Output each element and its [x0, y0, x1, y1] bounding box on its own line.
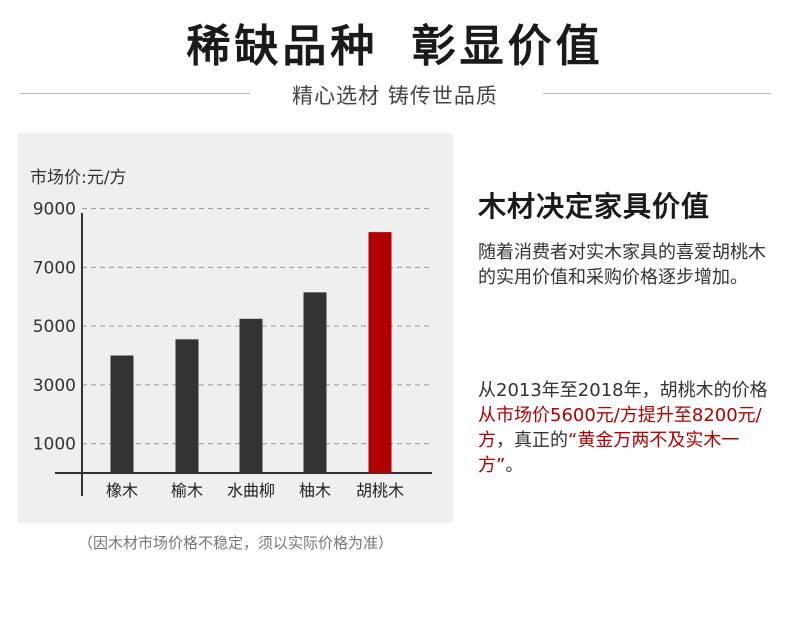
subtitle-divider-right: [543, 93, 771, 94]
sub-title: 精心选材 铸传世品质: [292, 84, 498, 108]
subtitle-divider-left: [20, 93, 250, 94]
bar: [110, 355, 134, 473]
para2-quote-highlight: “黄金万两不及实木一方”: [478, 430, 740, 476]
x-category-label: 胡桃木: [356, 481, 404, 500]
main-title: 稀缺品种 彰显价值: [186, 21, 604, 72]
chart-unit-label: 市场价:元/方: [30, 168, 127, 188]
y-tick-label: 9000: [33, 200, 76, 220]
x-category-label: 榆木: [171, 481, 203, 500]
y-tick-label: 5000: [33, 317, 76, 337]
y-tick-label: 7000: [33, 258, 76, 278]
x-category-label: 柚木: [299, 481, 331, 500]
bar: [303, 292, 327, 473]
side-paragraph-2: 从2013年至2018年，胡桃木的价格从市场价5600元/方提升至8200元/方…: [478, 378, 778, 478]
side-paragraph-1: 随着消费者对实木家具的喜爱胡桃木的实用价值和采购价格逐步增加。: [478, 242, 766, 288]
x-category-label: 橡木: [106, 481, 138, 500]
bar: [368, 232, 392, 473]
y-tick-label: 3000: [33, 376, 76, 396]
para2-text-a: 从2013年至2018年，胡桃木的价格: [478, 380, 768, 401]
side-heading: 木材决定家具价值: [478, 190, 711, 223]
bar: [175, 339, 199, 473]
para2-text-c: ，真正的: [496, 430, 568, 451]
para2-price-highlight: 从市场价5600元/方提升至8200元/方: [478, 405, 762, 451]
price-note: （因木材市场价格不稳定，须以实际价格为准）: [77, 534, 393, 552]
bar: [239, 318, 263, 473]
para2-text-e: 。: [505, 455, 524, 476]
y-tick-label: 1000: [33, 435, 76, 455]
x-category-label: 水曲柳: [227, 481, 275, 500]
